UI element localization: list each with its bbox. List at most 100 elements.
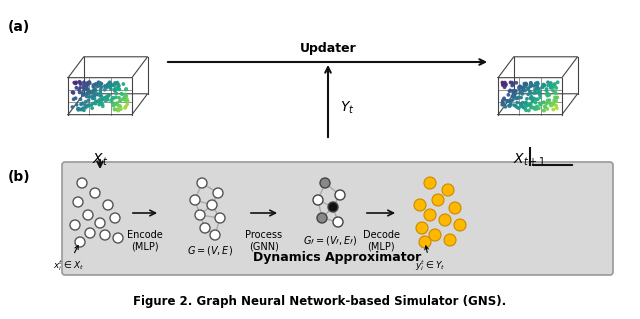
Point [110, 101, 120, 107]
Point [111, 101, 121, 106]
Point [534, 90, 544, 95]
Point [90, 93, 100, 98]
Point [528, 99, 538, 104]
Point [535, 101, 545, 106]
Point [94, 80, 104, 85]
Point [95, 100, 106, 105]
Point [522, 96, 532, 101]
Point [532, 85, 542, 90]
Point [532, 81, 543, 86]
Point [548, 83, 559, 88]
Point [117, 92, 127, 97]
Point [89, 93, 99, 98]
Point [539, 100, 549, 105]
Point [121, 86, 131, 92]
Point [509, 88, 519, 93]
Point [121, 97, 131, 102]
Point [102, 85, 112, 90]
Point [90, 87, 100, 92]
Point [120, 95, 130, 100]
Point [118, 81, 129, 86]
Circle shape [77, 178, 87, 188]
Point [79, 87, 89, 93]
Point [504, 104, 515, 109]
Point [518, 100, 528, 105]
Circle shape [439, 214, 451, 226]
Point [82, 85, 92, 91]
Point [79, 80, 89, 85]
Point [95, 90, 106, 95]
Point [122, 97, 132, 102]
Point [87, 106, 97, 111]
Point [509, 90, 519, 95]
Point [515, 84, 525, 89]
Point [88, 84, 99, 89]
Point [96, 81, 106, 86]
Point [83, 102, 93, 108]
Point [118, 97, 129, 102]
Point [93, 80, 104, 85]
Point [104, 81, 115, 86]
Point [120, 105, 130, 110]
Circle shape [197, 178, 207, 188]
Text: $X_{t+1}$: $X_{t+1}$ [513, 152, 547, 168]
Point [97, 97, 108, 102]
Point [541, 88, 552, 93]
Point [70, 96, 81, 101]
Circle shape [207, 200, 217, 210]
Point [84, 80, 95, 85]
Circle shape [313, 195, 323, 205]
Point [76, 81, 86, 86]
Point [115, 104, 125, 109]
Point [515, 90, 525, 95]
Point [106, 81, 116, 86]
Point [518, 87, 528, 92]
Text: $X_t$: $X_t$ [92, 152, 108, 168]
Point [111, 91, 122, 96]
Point [500, 80, 510, 85]
Point [543, 93, 553, 98]
Point [537, 85, 547, 90]
Circle shape [200, 223, 210, 233]
Point [96, 81, 106, 86]
Point [112, 100, 122, 106]
Text: $G\prime = (V\prime, E\prime)$: $G\prime = (V\prime, E\prime)$ [303, 234, 357, 247]
Point [523, 102, 533, 108]
Point [514, 95, 524, 100]
Point [104, 80, 115, 85]
Point [525, 101, 536, 106]
Point [517, 91, 527, 96]
Point [105, 85, 115, 90]
Point [77, 101, 88, 106]
Point [121, 104, 131, 109]
Point [83, 83, 93, 88]
Circle shape [449, 202, 461, 214]
Point [113, 103, 124, 108]
Point [93, 99, 103, 104]
Circle shape [442, 184, 454, 196]
Point [510, 90, 520, 95]
Point [534, 86, 544, 92]
Point [541, 86, 552, 92]
Point [104, 93, 114, 98]
Point [506, 98, 516, 103]
Circle shape [333, 217, 343, 227]
Point [109, 102, 119, 108]
Point [101, 94, 111, 100]
Point [543, 91, 553, 96]
Point [109, 87, 120, 92]
Point [529, 90, 540, 95]
Circle shape [70, 220, 80, 230]
Point [109, 107, 120, 112]
Point [508, 93, 518, 98]
Point [523, 92, 533, 97]
Point [546, 85, 556, 91]
Point [84, 90, 95, 95]
Point [77, 92, 88, 97]
Point [522, 103, 532, 108]
Point [550, 91, 561, 96]
Circle shape [95, 218, 105, 228]
Point [114, 103, 124, 108]
Point [73, 107, 83, 112]
Point [110, 80, 120, 85]
